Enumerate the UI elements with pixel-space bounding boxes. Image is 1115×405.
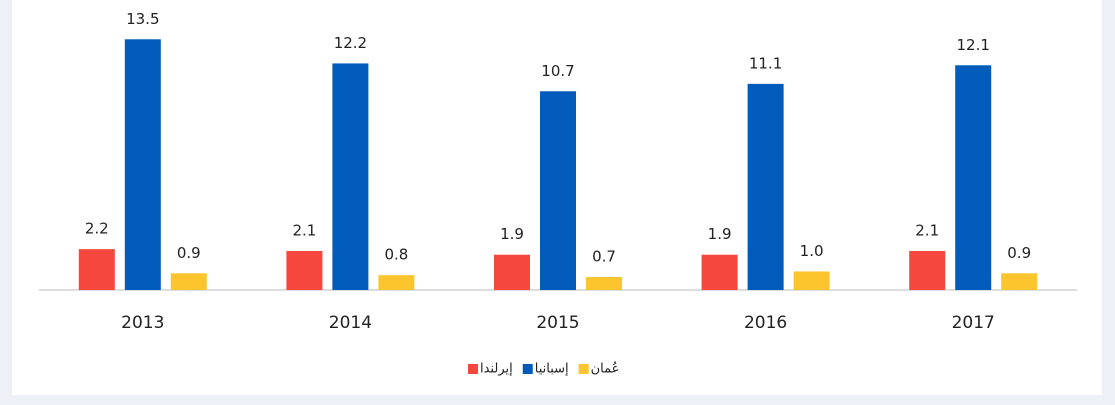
bar: [124, 39, 161, 291]
bar: [909, 251, 946, 290]
bar: [1001, 273, 1038, 290]
x-tick-label: 2013: [121, 313, 164, 333]
data-label: 11.1: [749, 54, 782, 72]
data-label: 2.2: [85, 220, 109, 238]
legend-swatch: [468, 364, 478, 374]
bar: [78, 249, 115, 290]
legend-swatch: [578, 364, 589, 374]
x-tick-label: 2014: [329, 313, 372, 333]
legend-swatch: [522, 364, 533, 374]
bar: [286, 251, 323, 290]
legend-label: إسبانيا: [535, 362, 569, 377]
data-label: 10.7: [541, 62, 574, 80]
bar: [701, 254, 738, 290]
bar: [747, 83, 784, 290]
data-label: 1.9: [708, 225, 732, 243]
x-tick-label: 2015: [536, 313, 579, 333]
data-label: 2.1: [915, 222, 939, 240]
data-label: 0.9: [177, 244, 201, 262]
data-label: 12.1: [956, 36, 989, 54]
data-label: 1.0: [800, 242, 824, 260]
legend-label: إيرلندا: [480, 362, 513, 377]
bar: [540, 91, 576, 291]
bar: [332, 63, 369, 290]
data-label: 0.7: [592, 248, 616, 266]
bar: [793, 271, 830, 290]
data-label: 0.8: [384, 246, 408, 264]
bar: [494, 254, 530, 290]
data-label: 0.9: [1007, 244, 1031, 262]
bar: [378, 275, 415, 290]
bar: [586, 277, 622, 290]
bar: [170, 273, 207, 290]
legend-label: عُمان: [591, 361, 620, 377]
data-label: 2.1: [292, 222, 316, 240]
x-tick-label: 2016: [744, 313, 787, 333]
data-label: 13.5: [126, 10, 159, 28]
x-tick-label: 2017: [952, 313, 995, 333]
data-label: 1.9: [500, 225, 524, 243]
data-label: 12.2: [334, 34, 367, 52]
bar: [955, 65, 992, 291]
